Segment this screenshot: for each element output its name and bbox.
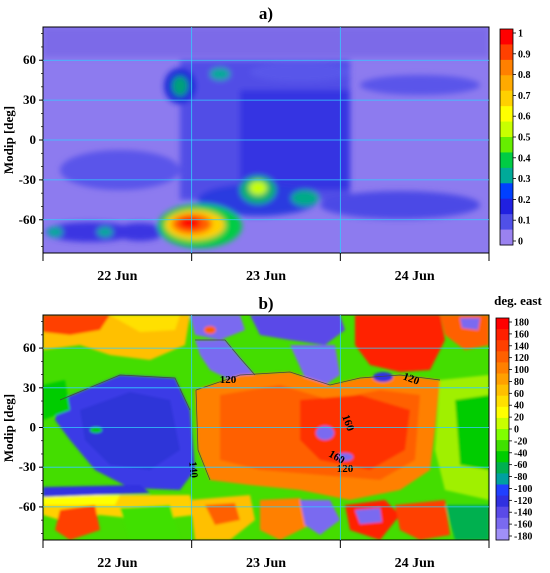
- panel-b-colorbar: 180160140120100806040200-20-40-60-80-100…: [495, 318, 532, 543]
- panel-a-ytick-label: 0: [30, 132, 37, 147]
- panel-a-colorbar: 1 0.9 0.8 0.7 0.6 0.5 0.4 0.3 0.2 0.1 0: [499, 29, 531, 248]
- panel-a-colorbar-label: 0.5: [518, 133, 531, 144]
- panel-b-colorbar-label: 120: [514, 353, 529, 364]
- panel-a-colorbar-label: 0.2: [518, 195, 531, 206]
- panel-a-colorbar-swatch: [500, 137, 513, 153]
- panel-a-ytick-label: 60: [23, 52, 36, 67]
- panel-b-colorbar-swatch: [496, 528, 509, 541]
- panel-a-colorbar-swatch: [500, 198, 513, 215]
- panel-b-colorbar-swatch: [496, 495, 509, 508]
- panel-b-colorbar-swatch: [496, 440, 509, 452]
- panel-a-colorbar-swatch: [500, 90, 513, 107]
- panel-b-colorbar-swatch: [496, 318, 509, 330]
- contour-label: 120: [220, 374, 237, 386]
- panel-b-xtick-label: 24 Jun: [395, 556, 435, 571]
- panel-a-colorbar-label: 0: [518, 237, 523, 248]
- panel-a-colorbar-label: 0.8: [518, 70, 531, 81]
- panel-b-ytick-label: 0: [30, 420, 37, 435]
- panel-b-ytick-label: -60: [19, 499, 36, 514]
- panel-a-colorbar-swatch: [500, 75, 513, 92]
- panel-a-label: a): [259, 4, 273, 23]
- panel-b-colorbar-label: 100: [514, 365, 529, 376]
- panel-b-colorbar-label: -80: [514, 472, 527, 483]
- panel-a-y-ticks: 60 30 0 -30 -60: [19, 33, 43, 247]
- panel-b-colorbar-label: -120: [514, 496, 532, 507]
- contour-label: 140: [186, 461, 199, 479]
- panel-a-xtick-label: 24 Jun: [395, 269, 435, 284]
- panel-b-colorbar-label: 180: [514, 318, 529, 329]
- panel-a-colorbar-swatch: [500, 44, 513, 61]
- panel-b-ylabel: Modip [deg]: [1, 394, 16, 462]
- panel-b-colorbar-label: 60: [514, 389, 524, 400]
- panel-a-colorbar-swatch: [500, 121, 513, 138]
- panel-b-colorbar-label: -140: [514, 508, 532, 519]
- panel-a-ytick-label: -30: [19, 172, 36, 187]
- panel-b-colorbar-label: 40: [514, 401, 524, 412]
- panel-b-colorbar-label: -40: [514, 448, 527, 459]
- panel-b-colorbar-swatch: [496, 429, 509, 441]
- panel-b-colorbar-label: -160: [514, 520, 532, 531]
- panel-a-colorbar-swatch: [500, 183, 513, 200]
- panel-a-ylabel: Modip [deg]: [1, 106, 16, 174]
- panel-a-xtick-label: 22 Jun: [97, 269, 137, 284]
- panel-b-y-ticks: 60 30 0 -30 -60: [19, 321, 43, 534]
- contour-label: 160: [339, 413, 356, 433]
- panel-b-colorbar-swatch: [496, 484, 509, 497]
- panel-b-xtick-label: 22 Jun: [97, 556, 137, 571]
- panel-b-colorbar-label: -60: [514, 460, 527, 471]
- panel-b-colorbar-swatch: [496, 517, 509, 530]
- panel-b-colorbar-swatch: [496, 406, 509, 419]
- panel-b-colorbar-label: 0: [514, 425, 519, 436]
- panel-b-colorbar-swatch: [496, 462, 509, 474]
- panel-b-ytick-label: 30: [23, 380, 36, 395]
- panel-a-colorbar-swatch: [500, 106, 513, 123]
- panel-b-colorbar-swatch: [496, 451, 509, 463]
- panel-b-label: b): [258, 294, 273, 313]
- panel-b-colorbar-swatch: [496, 417, 509, 430]
- panel-a-colorbar-swatch: [500, 229, 513, 246]
- panel-a-colorbar-swatch: [500, 59, 513, 76]
- panel-b-colorbar-swatch: [496, 473, 509, 485]
- panel-b-ytick-label: 60: [23, 340, 36, 355]
- panel-a-colorbar-label: 0.3: [518, 174, 531, 185]
- panel-a-colorbar-swatch: [500, 167, 513, 184]
- panel-b-colorbar-swatch: [496, 362, 509, 374]
- contour-label: 120: [337, 463, 354, 475]
- panel-a-colorbar-label: 0.1: [518, 216, 531, 227]
- panel-a-colorbar-label: 0.6: [518, 112, 531, 123]
- panel-a-colorbar-label: 0.9: [518, 49, 531, 60]
- panel-b-colorbar-label: -180: [514, 532, 532, 543]
- panel-a-colorbar-label: 1: [518, 29, 523, 40]
- panel-a-ytick-label: 30: [23, 92, 36, 107]
- panel-a-x-ticks: 22 Jun 23 Jun 24 Jun: [42, 253, 490, 284]
- panel-b-colorbar-label: 160: [514, 329, 529, 340]
- panel-b-colorbar-label: 20: [514, 413, 524, 424]
- panel-a-colorbar-swatch: [500, 214, 513, 231]
- panel-b-colorbar-swatch: [496, 506, 509, 519]
- panel-b-colorbar-label: 80: [514, 377, 524, 388]
- panel-a-grid: [43, 27, 489, 253]
- panel-b-ytick-label: -30: [19, 459, 36, 474]
- panel-b-colorbar-label: -100: [514, 484, 532, 495]
- panel-b-colorbar-title: deg. east: [494, 293, 542, 308]
- panel-a-ytick-label: -60: [19, 212, 36, 227]
- panel-b-colorbar-label: -20: [514, 436, 527, 447]
- panel-a-colorbar-swatch: [500, 29, 513, 45]
- panel-b-colorbar-label: 140: [514, 341, 529, 352]
- panel-b-colorbar-swatch: [496, 395, 509, 408]
- panel-b-colorbar-swatch: [496, 384, 509, 397]
- panel-b-colorbar-swatch: [496, 340, 509, 352]
- panel-b-colorbar-swatch: [496, 351, 509, 363]
- panel-a-colorbar-label: 0.4: [518, 153, 531, 164]
- panel-b-colorbar-swatch: [496, 373, 509, 386]
- panel-b-x-ticks: 22 Jun 23 Jun 24 Jun: [42, 540, 490, 571]
- panel-a-xtick-label: 23 Jun: [246, 269, 286, 284]
- contour-label: 120: [401, 371, 421, 388]
- panel-b-colorbar-swatch: [496, 329, 509, 341]
- panel-a-colorbar-swatch: [500, 152, 513, 169]
- panel-b-grid: [43, 315, 489, 540]
- panel-a-colorbar-label: 0.7: [518, 91, 531, 102]
- panel-b-xtick-label: 23 Jun: [246, 556, 286, 571]
